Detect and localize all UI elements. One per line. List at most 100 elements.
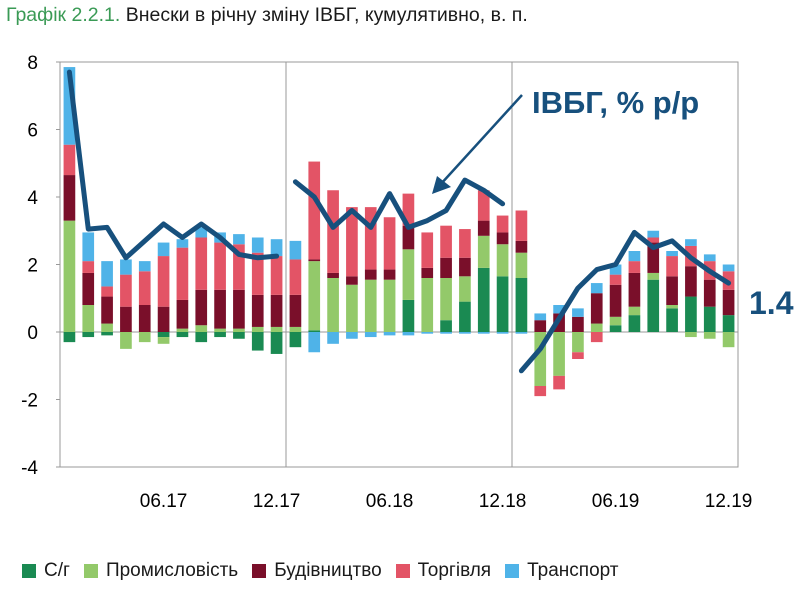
- annotation-arrow-head: [432, 176, 451, 194]
- bar-segment-construction: [364, 269, 377, 280]
- bar-segment-transport: [647, 230, 660, 238]
- bar-segment-transport: [120, 259, 132, 275]
- bar-segment-transport: [364, 332, 377, 338]
- bar-segment-trade: [251, 252, 264, 295]
- y-tick-label: 8: [27, 53, 38, 74]
- bar-segment-agriculture: [609, 325, 622, 332]
- bar-segment-transport: [685, 239, 697, 246]
- bar-segment-transport: [176, 239, 189, 248]
- bar-segment-industry: [120, 332, 132, 349]
- chart-title: Графік 2.2.1. Внески в річну зміну ІВБГ,…: [6, 4, 528, 27]
- bar-segment-construction: [590, 293, 603, 324]
- bar-segment-agriculture: [157, 332, 170, 338]
- bar-segment-trade: [364, 207, 377, 270]
- bar-segment-trade: [233, 244, 245, 290]
- x-tick-label: 12.17: [253, 491, 301, 512]
- bar-segment-construction: [176, 299, 189, 329]
- bar-segment-trade: [628, 261, 641, 273]
- ivbg-line-segment-0: [66, 69, 280, 261]
- bar-segment-industry: [82, 305, 95, 332]
- end-value-label: 1.4: [749, 285, 794, 321]
- bar-segment-agriculture: [251, 332, 264, 351]
- bar-segment-industry: [477, 235, 490, 268]
- bar-segment-transport: [195, 227, 208, 238]
- y-tick-label: -4: [21, 458, 38, 479]
- bar-segment-industry: [195, 325, 208, 332]
- x-tick-label: 12.19: [705, 491, 753, 512]
- legend-swatch-trade: [395, 564, 410, 578]
- bar-segment-trade: [534, 386, 547, 397]
- bar-segment-agriculture: [308, 330, 321, 332]
- bar-segment-transport: [63, 67, 76, 145]
- bar-segment-construction: [402, 225, 415, 250]
- legend-swatch-industry: [83, 564, 98, 578]
- bar-segment-trade: [157, 256, 170, 307]
- chart-title-text: Внески в річну зміну ІВБГ, кумулятивно, …: [125, 4, 528, 26]
- bar-segment-industry: [459, 276, 471, 302]
- bar-segment-agriculture: [440, 320, 452, 332]
- bar-segment-trade: [647, 237, 660, 243]
- bar-segment-construction: [440, 257, 452, 278]
- bar-segment-agriculture: [703, 306, 716, 332]
- bar-segment-trade: [308, 161, 321, 260]
- bar-segment-trade: [440, 225, 452, 258]
- bar-segment-trade: [176, 247, 189, 300]
- bar-segment-transport: [251, 237, 264, 253]
- legend-item-industry: Промисловість: [83, 560, 239, 582]
- bar-segment-construction: [195, 289, 208, 326]
- bar-segment-construction: [138, 305, 151, 332]
- bar-segment-industry: [251, 326, 264, 332]
- bar-segment-trade: [666, 256, 678, 277]
- bar-segment-construction: [421, 267, 434, 278]
- bar-segment-industry: [703, 332, 716, 339]
- bar-segment-agriculture: [270, 332, 283, 354]
- bar-segment-trade: [572, 352, 584, 359]
- bar-segment-transport: [101, 261, 113, 287]
- bar-segment-construction: [609, 284, 622, 317]
- bar-segment-industry: [628, 306, 641, 316]
- bar-segment-industry: [157, 337, 170, 344]
- bar-segment-construction: [628, 272, 641, 307]
- bar-segment-transport: [666, 251, 678, 257]
- x-tick-label: 12.18: [479, 491, 527, 512]
- legend-swatch-construction: [252, 564, 267, 578]
- bar-segment-industry: [346, 284, 358, 332]
- bar-segment-agriculture: [628, 315, 641, 332]
- bar-segment-trade: [515, 210, 528, 241]
- bar-segment-construction: [251, 294, 264, 327]
- legend-item-construction: Будівництво: [252, 560, 382, 582]
- bar-segment-transport: [590, 283, 603, 294]
- bar-segment-construction: [477, 220, 490, 236]
- bar-segment-trade: [459, 229, 471, 258]
- bar-segment-industry: [572, 332, 584, 353]
- bar-segment-transport: [703, 254, 716, 262]
- bar-segment-trade: [383, 217, 396, 270]
- bar-segment-trade: [590, 332, 603, 343]
- bar-segment-construction: [534, 320, 547, 332]
- bar-segment-industry: [383, 279, 396, 332]
- bar-segment-industry: [590, 323, 603, 332]
- bar-segment-transport: [308, 332, 321, 353]
- y-tick-label: -2: [21, 391, 38, 412]
- bar-segment-transport: [628, 251, 641, 262]
- bar-segment-transport: [459, 332, 471, 334]
- legend-label-transport: Транспорт: [527, 560, 619, 581]
- bar-segment-transport: [383, 332, 396, 336]
- bar-segment-industry: [270, 326, 283, 332]
- y-tick-label: 4: [27, 188, 38, 209]
- bar-segment-transport: [421, 332, 434, 334]
- bar-segment-agriculture: [101, 332, 113, 336]
- bar-segment-transport: [572, 308, 584, 317]
- bar-segment-construction: [308, 259, 321, 262]
- bar-segment-agriculture: [477, 267, 490, 332]
- bar-segment-industry: [666, 305, 678, 309]
- bar-segment-trade: [63, 144, 76, 176]
- chart-plot: -4 -2 0 2 4 6 8 06.17 12.17 06.18 12.18 06.19 12.19 І…: [21, 53, 794, 512]
- bar-segment-industry: [609, 316, 622, 326]
- bar-segment-transport: [327, 332, 339, 344]
- chart-title-prefix: Графік 2.2.1.: [6, 4, 121, 26]
- legend-label-industry: Промисловість: [105, 560, 239, 581]
- bar-segment-trade: [214, 242, 226, 290]
- bar-segment-trade: [289, 259, 302, 295]
- bar-segment-industry: [534, 332, 547, 386]
